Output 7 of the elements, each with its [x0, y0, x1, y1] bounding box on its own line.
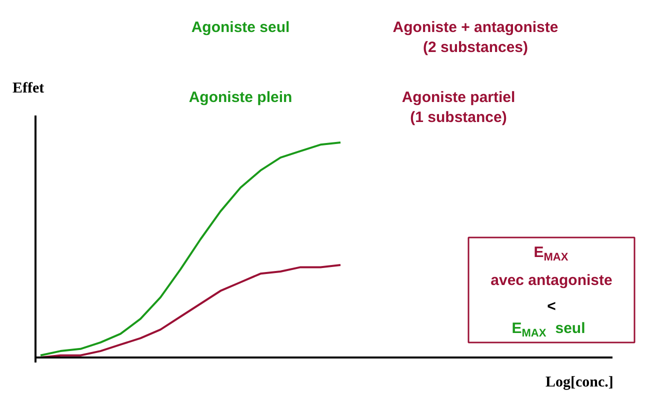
text: Agoniste seul	[191, 19, 290, 36]
text: Log[conc.]	[546, 374, 614, 390]
text: Agoniste plein	[188, 89, 292, 106]
text: Agoniste + antagoniste (2 substances)	[392, 19, 558, 56]
text: Agoniste partiel (1 substance)	[402, 89, 516, 126]
y-axis-title: Effet	[12, 80, 44, 96]
text: <	[547, 298, 556, 315]
